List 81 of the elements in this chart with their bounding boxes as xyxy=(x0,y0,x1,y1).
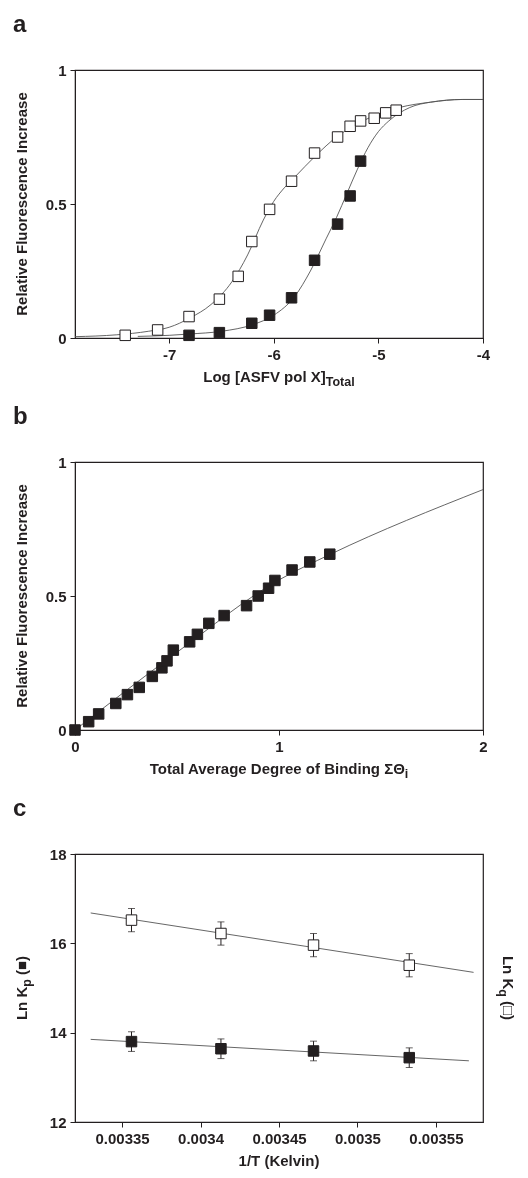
y-tick-label: 14 xyxy=(49,1024,68,1042)
point xyxy=(263,203,276,216)
point xyxy=(269,574,281,587)
point xyxy=(232,270,244,283)
point xyxy=(119,329,131,342)
y-tick-label: 0.5 xyxy=(45,195,67,213)
point xyxy=(146,670,159,683)
y-tick-label: 0 xyxy=(58,721,67,739)
point xyxy=(213,293,226,305)
point xyxy=(286,564,298,576)
point xyxy=(82,715,95,728)
point xyxy=(331,218,344,230)
point xyxy=(203,617,215,630)
y-tick-label: 16 xyxy=(49,934,67,952)
x-tick-label: 0.00335 xyxy=(95,1129,150,1147)
point xyxy=(121,688,134,701)
x-tick-label: 0.0034 xyxy=(178,1129,225,1147)
y-tick-label: 0 xyxy=(58,329,67,347)
point xyxy=(354,115,367,127)
point xyxy=(133,681,145,694)
y-tick-label: 1 xyxy=(58,61,67,79)
point xyxy=(344,120,356,133)
point xyxy=(308,147,321,159)
point xyxy=(183,329,195,342)
point xyxy=(215,927,227,940)
point xyxy=(69,724,81,736)
y-tick-label: 18 xyxy=(49,845,67,863)
x-tick-label: 0.00355 xyxy=(409,1129,464,1147)
x-tick-label: -6 xyxy=(267,345,281,363)
point xyxy=(110,697,122,710)
point xyxy=(191,628,204,641)
point xyxy=(167,644,180,656)
point xyxy=(161,655,173,667)
chart-title: b xyxy=(13,402,28,429)
point xyxy=(331,131,344,143)
point xyxy=(213,326,226,339)
point xyxy=(215,1043,227,1055)
y-tick-label: 0.5 xyxy=(45,587,67,605)
chart-title: a xyxy=(13,10,27,37)
point xyxy=(218,609,230,622)
point xyxy=(183,636,196,648)
point xyxy=(183,310,195,323)
x-tick-label: 0.0035 xyxy=(335,1129,381,1147)
point xyxy=(354,155,367,167)
x-tick-label: 0 xyxy=(71,737,80,755)
point xyxy=(252,590,264,602)
x-tick-label: 2 xyxy=(479,737,488,755)
point xyxy=(307,1045,320,1057)
point xyxy=(263,309,276,321)
point xyxy=(285,175,298,187)
y-axis-title: Relative Fluorescence Increase xyxy=(12,483,31,710)
x-tick-label: -7 xyxy=(162,345,177,363)
point xyxy=(92,708,105,720)
point xyxy=(304,556,316,568)
point xyxy=(125,1035,138,1048)
point xyxy=(308,254,321,267)
point xyxy=(125,914,138,926)
x-tick-label: -5 xyxy=(372,345,386,363)
point xyxy=(403,959,415,971)
point xyxy=(246,317,258,329)
point xyxy=(324,548,336,560)
point xyxy=(403,1051,415,1064)
x-tick-label: 1 xyxy=(275,737,284,755)
point xyxy=(344,190,356,202)
point xyxy=(240,599,253,612)
point xyxy=(246,235,258,248)
chart-title: c xyxy=(13,794,27,821)
y-tick-label: 12 xyxy=(49,1113,67,1131)
point xyxy=(390,104,402,116)
point xyxy=(368,112,380,124)
x-axis-title: Total Average Degree of Binding ΣΘ$_{i}$ xyxy=(148,760,410,781)
y-axis-title: Relative Fluorescence Increase xyxy=(12,91,31,318)
x-tick-label: 0.00345 xyxy=(252,1129,307,1147)
x-tick-label: -4 xyxy=(476,345,491,363)
point xyxy=(151,324,164,336)
x-axis-title: Log [ASFV pol X]$_{Total}$ xyxy=(202,368,356,389)
x-axis-title: 1/T (Kelvin) xyxy=(237,1152,321,1169)
point xyxy=(307,939,320,951)
point xyxy=(379,107,392,119)
y-tick-label: 1 xyxy=(58,453,67,471)
point xyxy=(285,292,298,304)
